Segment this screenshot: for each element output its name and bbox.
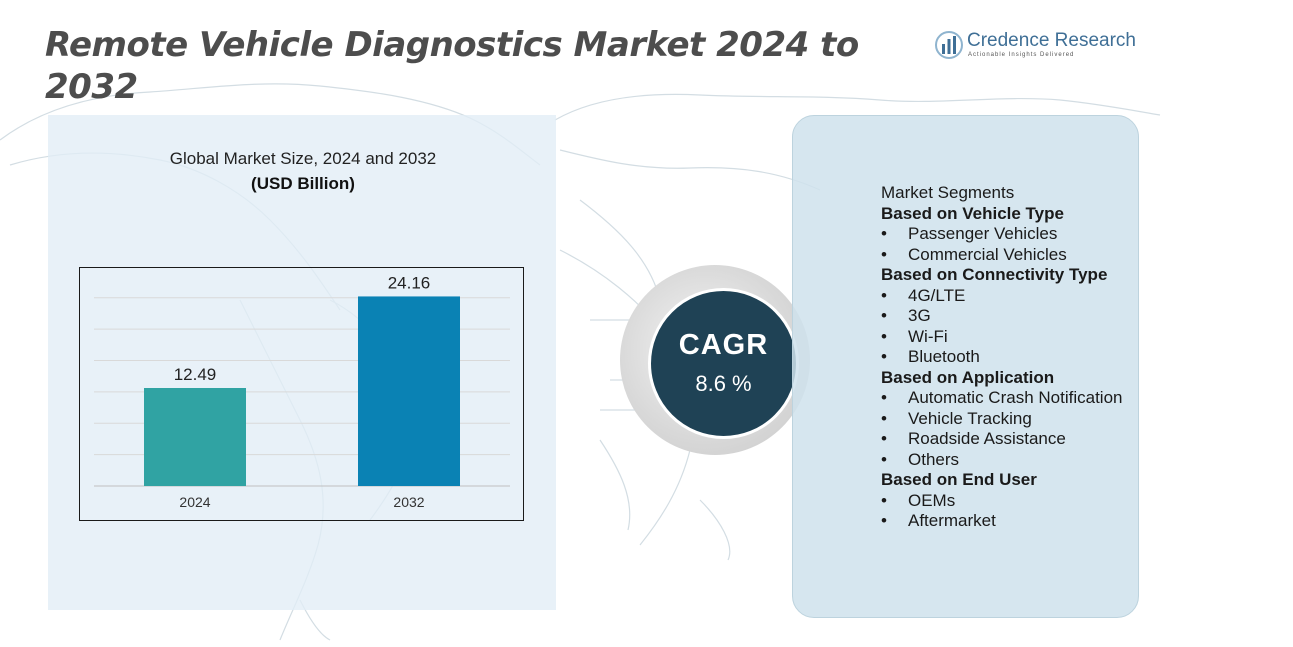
bar-value-label: 12.49 — [174, 365, 217, 384]
cagr-label: CAGR — [678, 329, 769, 361]
x-tick-label: 2024 — [179, 494, 210, 510]
brand-logo: Credence Research Actionable Insights De… — [933, 30, 1136, 64]
segment-item: Aftermarket — [881, 511, 1136, 532]
segments-panel: Market Segments Based on Vehicle TypePas… — [792, 115, 1139, 618]
page-title: Remote Vehicle Diagnostics Market 2024 t… — [45, 25, 859, 107]
segment-group-title: Based on Connectivity Type — [881, 265, 1108, 284]
cagr-value: 8.6 % — [695, 371, 752, 396]
bar-2024 — [144, 388, 246, 486]
segment-item: Bluetooth — [881, 347, 1136, 368]
segment-item: Roadside Assistance — [881, 429, 1136, 450]
logo-tagline: Actionable Insights Delivered — [968, 52, 1075, 58]
segment-group-title: Based on Application — [881, 367, 1055, 387]
bar-chart-svg: 12.49 2024 24.16 2032 — [94, 273, 510, 510]
segment-item: OEMs — [881, 491, 1136, 512]
bar-chart: 12.49 2024 24.16 2032 — [79, 267, 524, 521]
segment-item: Wi-Fi — [881, 327, 1136, 348]
segment-item: Automatic Crash Notification — [881, 388, 1136, 409]
cagr-badge: CAGR 8.6 % — [648, 288, 799, 439]
segment-item: 3G — [881, 306, 1136, 327]
chart-panel: Global Market Size, 2024 and 2032 (USD B… — [48, 115, 556, 610]
chart-unit: (USD Billion) — [251, 174, 355, 193]
segment-item: Passenger Vehicles — [881, 224, 1136, 245]
segment-item: Commercial Vehicles — [881, 245, 1136, 266]
segment-item: Vehicle Tracking — [881, 409, 1136, 430]
x-tick-label: 2032 — [393, 494, 424, 510]
bar-2032 — [358, 296, 460, 486]
bar-chart-logo-icon — [935, 31, 963, 59]
chart-subtitle: Global Market Size, 2024 and 2032 — [169, 149, 437, 168]
segments-list: Market Segments Based on Vehicle TypePas… — [881, 183, 1136, 532]
segment-item: 4G/LTE — [881, 286, 1136, 307]
segments-heading: Market Segments — [881, 183, 1015, 202]
logo-name: Credence Research — [967, 30, 1136, 51]
bar-value-label: 24.16 — [388, 273, 431, 292]
segment-item: Others — [881, 450, 1136, 471]
segment-group-title: Based on End User — [881, 470, 1037, 489]
segment-group-title: Based on Vehicle Type — [881, 203, 1064, 223]
